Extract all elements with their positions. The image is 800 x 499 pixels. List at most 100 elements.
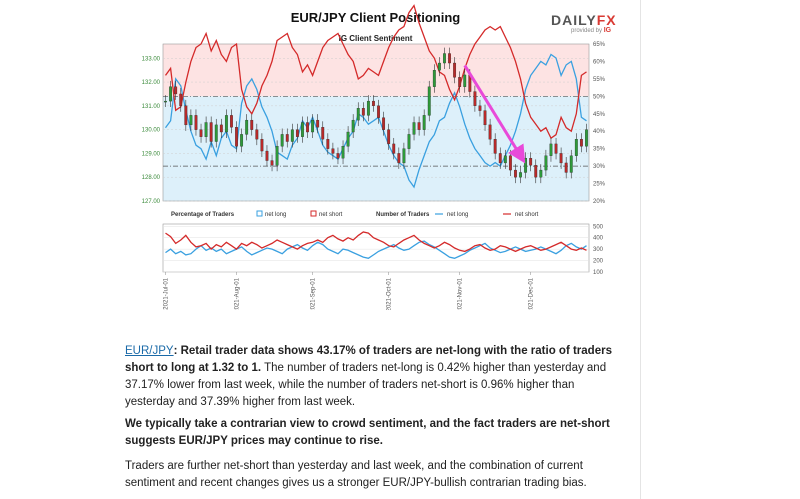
candle-body: [473, 91, 477, 106]
candle-body: [488, 124, 492, 140]
price-tick-label: 131.00: [142, 104, 161, 110]
candle-body: [275, 146, 279, 166]
candle-body: [285, 134, 289, 142]
traders-tick-label: 200: [593, 259, 604, 265]
candle-body: [544, 155, 548, 171]
traders-tick-label: 300: [593, 247, 604, 253]
candle-body: [341, 146, 345, 159]
traders-tick-label: 100: [593, 270, 604, 276]
candle-body: [387, 129, 391, 145]
candle-body: [164, 100, 167, 103]
traders-tick-label: 400: [593, 236, 604, 242]
dailyfx-logo[interactable]: DAILYFX: [551, 12, 617, 28]
price-tick-label: 129.00: [142, 151, 161, 157]
legend-pct-title: Percentage of Traders: [171, 212, 235, 218]
candle-body: [260, 139, 264, 152]
price-tick-label: 133.00: [142, 56, 161, 62]
candle-body: [539, 169, 543, 178]
candle-body: [169, 86, 173, 102]
candle-body: [529, 158, 533, 166]
paragraph-1-bold: : Retail trader data shows 43.17% of tra…: [125, 345, 612, 374]
candle-body: [316, 119, 320, 128]
paragraph-2: We typically take a contrarian view to c…: [125, 416, 625, 450]
candle-body: [179, 93, 183, 106]
pct-tick-label: 65%: [593, 42, 606, 48]
candle-body: [311, 119, 315, 133]
candle-body: [209, 122, 213, 142]
candle-body: [230, 115, 233, 128]
candle-body: [524, 158, 528, 173]
trend-arrow: [463, 64, 526, 164]
pct-tick-label: 45%: [593, 112, 606, 118]
logo-accent: FX: [596, 12, 617, 28]
candle-body: [321, 127, 325, 140]
pct-net-long-line: [164, 53, 587, 189]
candle-body: [270, 160, 274, 166]
candle-body: [437, 62, 441, 71]
legend-item: net short: [515, 212, 539, 218]
sidebar-divider: [640, 0, 641, 499]
candle-body: [351, 119, 355, 133]
candle-body: [250, 119, 254, 130]
candle-body: [331, 148, 335, 154]
candle-body: [184, 105, 188, 126]
pct-tick-label: 25%: [593, 182, 606, 188]
candle-body: [295, 129, 299, 137]
candle-body: [564, 162, 568, 173]
candle-body: [514, 169, 517, 178]
candle-body: [290, 129, 294, 142]
price-tick-label: 127.00: [142, 199, 161, 205]
candle-body: [443, 53, 446, 64]
candle-body: [224, 115, 228, 133]
pct-net-short-line: [164, 4, 587, 140]
candle-body: [346, 131, 350, 147]
candle-body: [377, 105, 380, 118]
logo-provided-by: provided by IG: [571, 27, 611, 34]
traders-net-short-line: [165, 231, 587, 253]
candle-body: [534, 165, 538, 178]
candle-body: [280, 134, 284, 147]
candle-body: [493, 139, 497, 154]
pct-tick-label: 50%: [593, 94, 606, 100]
paragraph-3-text: Traders are further net-short than yeste…: [125, 460, 587, 489]
candle-body: [397, 153, 401, 164]
candle-body: [356, 108, 360, 121]
candle-body: [432, 70, 436, 87]
price-tick-label: 130.00: [142, 128, 161, 134]
ig-logo: IG: [603, 27, 612, 34]
candle-body: [574, 139, 578, 156]
candle-body: [458, 77, 462, 87]
paragraph-3: Traders are further net-short than yeste…: [125, 458, 625, 492]
candle-body: [453, 62, 457, 78]
candle-body: [174, 86, 178, 95]
candle-body: [255, 129, 259, 140]
x-tick-label: 2021-Oct-01: [387, 277, 393, 310]
logo-main: DAILY: [551, 12, 597, 28]
candle-body: [422, 115, 426, 130]
eurjpy-link[interactable]: EUR/JPY: [125, 345, 174, 357]
candle-body: [199, 129, 203, 137]
candle-body: [392, 143, 396, 154]
candle-body: [579, 139, 583, 147]
traders-frame: [162, 223, 590, 273]
candle-body: [483, 110, 487, 126]
candle-body: [412, 122, 416, 135]
logo-sub-text: provided by: [571, 28, 603, 34]
candle-body: [407, 134, 411, 149]
legend-item: net long: [447, 212, 468, 218]
candle-body: [265, 150, 269, 161]
candle-body: [382, 117, 386, 130]
candle-body: [189, 115, 193, 126]
pct-tick-label: 35%: [593, 147, 606, 153]
candle-body: [214, 124, 218, 142]
candle-body: [366, 100, 370, 116]
price-tick-label: 132.00: [142, 80, 161, 86]
pct-tick-label: 55%: [593, 77, 606, 83]
candle-body: [478, 105, 482, 111]
candle-body: [549, 143, 553, 156]
pct-tick-label: 20%: [593, 199, 606, 205]
candle-body: [463, 74, 467, 87]
candle-body: [204, 122, 208, 137]
paragraph-2-bold: We typically take a contrarian view to c…: [125, 418, 610, 447]
chart-title: IG Client Sentiment: [338, 34, 413, 43]
